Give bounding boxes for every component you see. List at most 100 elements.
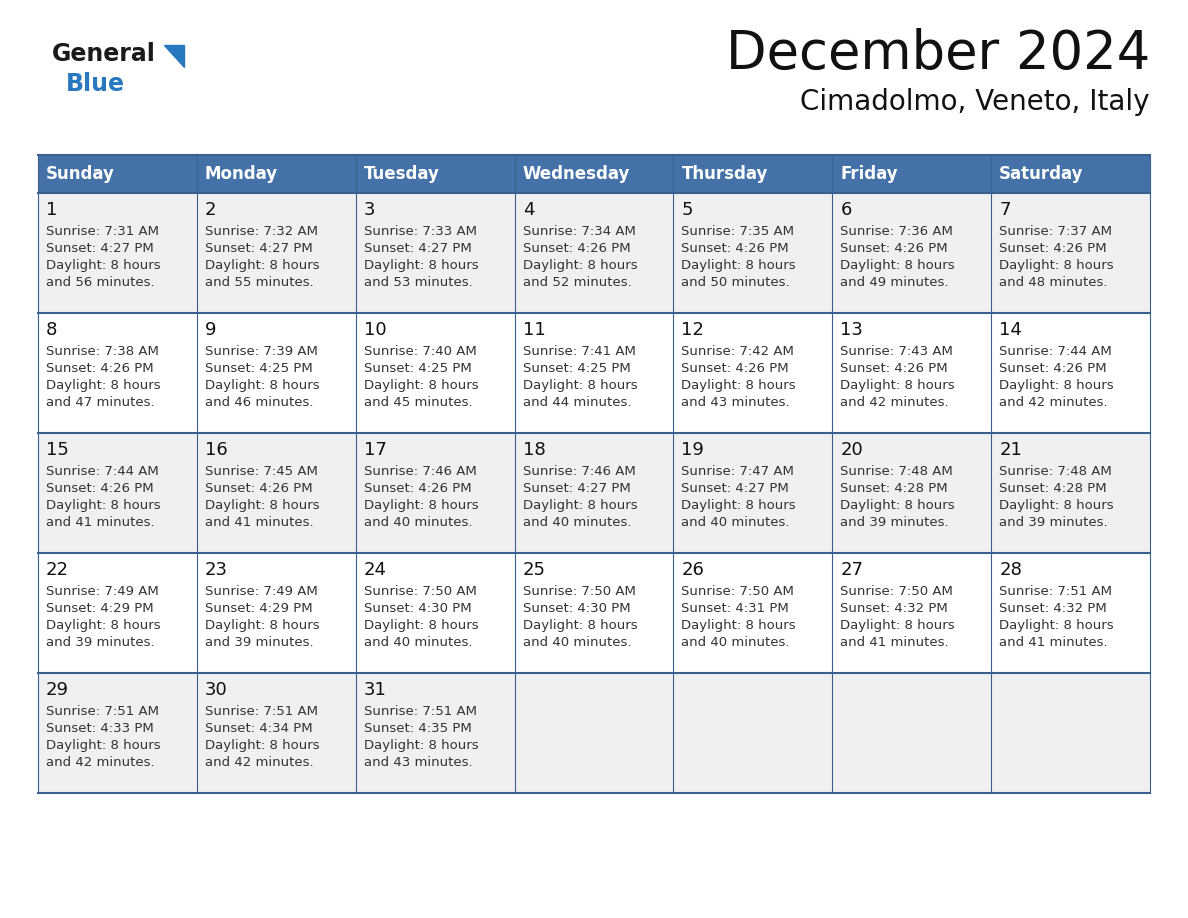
- Bar: [197, 155, 355, 193]
- Text: December 2024: December 2024: [726, 28, 1150, 80]
- Text: Sunrise: 7:39 AM: Sunrise: 7:39 AM: [204, 345, 317, 358]
- Text: 26: 26: [682, 561, 704, 579]
- Text: 2: 2: [204, 201, 216, 219]
- Text: Daylight: 8 hours: Daylight: 8 hours: [46, 379, 160, 392]
- Text: Sunset: 4:27 PM: Sunset: 4:27 PM: [523, 482, 631, 495]
- Text: 8: 8: [46, 321, 57, 339]
- Text: Sunrise: 7:44 AM: Sunrise: 7:44 AM: [999, 345, 1112, 358]
- Text: Sunrise: 7:48 AM: Sunrise: 7:48 AM: [840, 465, 953, 478]
- Text: 5: 5: [682, 201, 693, 219]
- Text: Sunrise: 7:50 AM: Sunrise: 7:50 AM: [840, 585, 953, 598]
- Text: Sunset: 4:27 PM: Sunset: 4:27 PM: [46, 242, 153, 255]
- Text: Sunrise: 7:43 AM: Sunrise: 7:43 AM: [840, 345, 953, 358]
- Text: Sunrise: 7:50 AM: Sunrise: 7:50 AM: [523, 585, 636, 598]
- Text: 3: 3: [364, 201, 375, 219]
- Text: Sunrise: 7:32 AM: Sunrise: 7:32 AM: [204, 225, 318, 238]
- Text: 14: 14: [999, 321, 1022, 339]
- Text: and 41 minutes.: and 41 minutes.: [840, 636, 949, 649]
- Text: Daylight: 8 hours: Daylight: 8 hours: [204, 499, 320, 512]
- Text: 7: 7: [999, 201, 1011, 219]
- Text: and 42 minutes.: and 42 minutes.: [46, 756, 154, 769]
- Text: 12: 12: [682, 321, 704, 339]
- Text: and 46 minutes.: and 46 minutes.: [204, 396, 314, 409]
- Text: Daylight: 8 hours: Daylight: 8 hours: [840, 379, 955, 392]
- Text: Sunrise: 7:40 AM: Sunrise: 7:40 AM: [364, 345, 476, 358]
- Text: Sunrise: 7:36 AM: Sunrise: 7:36 AM: [840, 225, 953, 238]
- Text: and 41 minutes.: and 41 minutes.: [204, 516, 314, 529]
- Text: and 48 minutes.: and 48 minutes.: [999, 276, 1107, 289]
- Text: and 39 minutes.: and 39 minutes.: [46, 636, 154, 649]
- Text: and 39 minutes.: and 39 minutes.: [204, 636, 314, 649]
- Text: Daylight: 8 hours: Daylight: 8 hours: [999, 379, 1114, 392]
- Text: and 42 minutes.: and 42 minutes.: [840, 396, 949, 409]
- Text: and 41 minutes.: and 41 minutes.: [46, 516, 154, 529]
- Text: Sunset: 4:27 PM: Sunset: 4:27 PM: [204, 242, 312, 255]
- Text: Daylight: 8 hours: Daylight: 8 hours: [364, 619, 479, 632]
- Polygon shape: [164, 45, 184, 67]
- Text: and 52 minutes.: and 52 minutes.: [523, 276, 631, 289]
- Text: and 41 minutes.: and 41 minutes.: [999, 636, 1107, 649]
- Text: Sunset: 4:33 PM: Sunset: 4:33 PM: [46, 722, 153, 735]
- Text: 27: 27: [840, 561, 864, 579]
- Text: and 40 minutes.: and 40 minutes.: [523, 636, 631, 649]
- Text: Sunrise: 7:31 AM: Sunrise: 7:31 AM: [46, 225, 159, 238]
- Text: Daylight: 8 hours: Daylight: 8 hours: [204, 619, 320, 632]
- Text: Daylight: 8 hours: Daylight: 8 hours: [46, 619, 160, 632]
- Text: Sunset: 4:35 PM: Sunset: 4:35 PM: [364, 722, 472, 735]
- Text: Daylight: 8 hours: Daylight: 8 hours: [999, 499, 1114, 512]
- Bar: [38, 155, 197, 193]
- Text: 11: 11: [523, 321, 545, 339]
- Text: Daylight: 8 hours: Daylight: 8 hours: [840, 499, 955, 512]
- Text: Sunset: 4:26 PM: Sunset: 4:26 PM: [840, 242, 948, 255]
- Text: Sunrise: 7:51 AM: Sunrise: 7:51 AM: [204, 705, 318, 718]
- Text: Sunset: 4:28 PM: Sunset: 4:28 PM: [840, 482, 948, 495]
- Text: Sunset: 4:26 PM: Sunset: 4:26 PM: [999, 242, 1107, 255]
- Text: 9: 9: [204, 321, 216, 339]
- Text: 24: 24: [364, 561, 387, 579]
- Text: Sunset: 4:32 PM: Sunset: 4:32 PM: [999, 602, 1107, 615]
- Text: and 47 minutes.: and 47 minutes.: [46, 396, 154, 409]
- Text: and 55 minutes.: and 55 minutes.: [204, 276, 314, 289]
- Text: Sunrise: 7:35 AM: Sunrise: 7:35 AM: [682, 225, 795, 238]
- Bar: [833, 155, 991, 193]
- Bar: [38, 193, 1150, 313]
- Text: Sunrise: 7:33 AM: Sunrise: 7:33 AM: [364, 225, 476, 238]
- Text: and 49 minutes.: and 49 minutes.: [840, 276, 949, 289]
- Text: Sunrise: 7:50 AM: Sunrise: 7:50 AM: [682, 585, 795, 598]
- Text: Daylight: 8 hours: Daylight: 8 hours: [682, 499, 796, 512]
- Text: Daylight: 8 hours: Daylight: 8 hours: [682, 259, 796, 272]
- Bar: [38, 433, 1150, 553]
- Text: Sunset: 4:30 PM: Sunset: 4:30 PM: [523, 602, 630, 615]
- Text: 28: 28: [999, 561, 1022, 579]
- Text: Sunset: 4:26 PM: Sunset: 4:26 PM: [46, 362, 153, 375]
- Bar: [38, 553, 1150, 673]
- Text: Daylight: 8 hours: Daylight: 8 hours: [46, 499, 160, 512]
- Text: Sunset: 4:26 PM: Sunset: 4:26 PM: [682, 242, 789, 255]
- Text: Blue: Blue: [67, 72, 125, 96]
- Text: and 42 minutes.: and 42 minutes.: [204, 756, 314, 769]
- Text: Tuesday: Tuesday: [364, 165, 440, 183]
- Text: Daylight: 8 hours: Daylight: 8 hours: [523, 499, 637, 512]
- Text: Sunset: 4:34 PM: Sunset: 4:34 PM: [204, 722, 312, 735]
- Text: 21: 21: [999, 441, 1022, 459]
- Bar: [38, 673, 1150, 793]
- Text: Sunrise: 7:38 AM: Sunrise: 7:38 AM: [46, 345, 159, 358]
- Text: Sunset: 4:26 PM: Sunset: 4:26 PM: [204, 482, 312, 495]
- Text: Sunset: 4:27 PM: Sunset: 4:27 PM: [682, 482, 789, 495]
- Text: Sunset: 4:25 PM: Sunset: 4:25 PM: [364, 362, 472, 375]
- Text: Sunset: 4:28 PM: Sunset: 4:28 PM: [999, 482, 1107, 495]
- Bar: [674, 155, 833, 193]
- Text: Daylight: 8 hours: Daylight: 8 hours: [523, 619, 637, 632]
- Text: Sunrise: 7:45 AM: Sunrise: 7:45 AM: [204, 465, 317, 478]
- Text: 1: 1: [46, 201, 57, 219]
- Text: and 40 minutes.: and 40 minutes.: [364, 516, 472, 529]
- Text: Sunrise: 7:51 AM: Sunrise: 7:51 AM: [364, 705, 476, 718]
- Text: Sunrise: 7:51 AM: Sunrise: 7:51 AM: [999, 585, 1112, 598]
- Text: Sunrise: 7:37 AM: Sunrise: 7:37 AM: [999, 225, 1112, 238]
- Text: Sunrise: 7:50 AM: Sunrise: 7:50 AM: [364, 585, 476, 598]
- Text: 18: 18: [523, 441, 545, 459]
- Text: Thursday: Thursday: [682, 165, 767, 183]
- Text: Sunset: 4:29 PM: Sunset: 4:29 PM: [204, 602, 312, 615]
- Text: 4: 4: [523, 201, 535, 219]
- Text: 29: 29: [46, 681, 69, 699]
